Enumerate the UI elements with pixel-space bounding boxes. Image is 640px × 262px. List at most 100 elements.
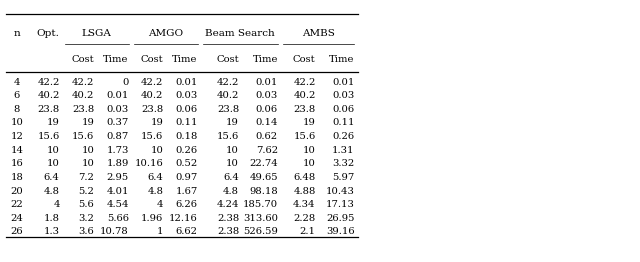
Text: 15.6: 15.6 [217,132,239,141]
Text: 1.89: 1.89 [106,159,129,168]
Text: 15.6: 15.6 [72,132,94,141]
Text: 4: 4 [13,78,20,87]
Text: 6.48: 6.48 [293,173,316,182]
Text: Opt.: Opt. [37,29,60,38]
Text: 1.73: 1.73 [106,146,129,155]
Text: 5.66: 5.66 [107,214,129,223]
Text: 2.38: 2.38 [217,227,239,236]
Text: 20: 20 [10,187,23,195]
Text: 24: 24 [10,214,23,223]
Text: 18: 18 [10,173,23,182]
Text: 0.26: 0.26 [175,146,198,155]
Text: 26.95: 26.95 [326,214,355,223]
Text: Time: Time [103,54,129,64]
Text: 10: 10 [47,146,60,155]
Text: 0.52: 0.52 [175,159,198,168]
Text: 23.8: 23.8 [38,105,60,114]
Text: 19: 19 [226,118,239,128]
Text: 10.43: 10.43 [326,187,355,195]
Text: 6: 6 [13,91,20,100]
Text: 0.06: 0.06 [256,105,278,114]
Text: Time: Time [172,54,198,64]
Text: 49.65: 49.65 [250,173,278,182]
Text: 10: 10 [303,146,316,155]
Text: 40.2: 40.2 [72,91,94,100]
Text: 1: 1 [157,227,163,236]
Text: 23.8: 23.8 [217,105,239,114]
Text: 15.6: 15.6 [141,132,163,141]
Text: 526.59: 526.59 [243,227,278,236]
Text: 19: 19 [303,118,316,128]
Text: 0: 0 [122,78,129,87]
Text: n: n [13,29,20,38]
Text: 4.54: 4.54 [106,200,129,209]
Text: 0.26: 0.26 [332,132,355,141]
Text: 10: 10 [303,159,316,168]
Text: 6.62: 6.62 [176,227,198,236]
Text: 19: 19 [47,118,60,128]
Text: 5.97: 5.97 [332,173,355,182]
Text: 3.2: 3.2 [78,214,94,223]
Text: 22: 22 [10,200,23,209]
Text: 23.8: 23.8 [141,105,163,114]
Text: 5.2: 5.2 [78,187,94,195]
Text: 98.18: 98.18 [249,187,278,195]
Text: 0.06: 0.06 [332,105,355,114]
Text: Cost: Cost [216,54,239,64]
Text: 1.3: 1.3 [44,227,60,236]
Text: 2.38: 2.38 [217,214,239,223]
Text: 3.6: 3.6 [79,227,94,236]
Text: 14: 14 [10,146,23,155]
Text: LSGA: LSGA [82,29,111,38]
Text: 0.37: 0.37 [106,118,129,128]
Text: 10.16: 10.16 [134,159,163,168]
Text: 0.03: 0.03 [332,91,355,100]
Text: 19: 19 [150,118,163,128]
Text: 10.78: 10.78 [100,227,129,236]
Text: 0.14: 0.14 [255,118,278,128]
Text: 5.6: 5.6 [79,200,94,209]
Text: 10: 10 [47,159,60,168]
Text: 42.2: 42.2 [217,78,239,87]
Text: 10: 10 [81,159,94,168]
Text: 0.01: 0.01 [106,91,129,100]
Text: 3.32: 3.32 [332,159,355,168]
Text: 12.16: 12.16 [169,214,198,223]
Text: 40.2: 40.2 [37,91,60,100]
Text: AMBS: AMBS [302,29,335,38]
Text: Cost: Cost [141,54,163,64]
Text: 4.01: 4.01 [106,187,129,195]
Text: 42.2: 42.2 [293,78,316,87]
Text: 10: 10 [226,159,239,168]
Text: 12: 12 [10,132,23,141]
Text: 2.95: 2.95 [106,173,129,182]
Text: 1.31: 1.31 [332,146,355,155]
Text: 39.16: 39.16 [326,227,355,236]
Text: 0.11: 0.11 [175,118,198,128]
Text: 42.2: 42.2 [72,78,94,87]
Text: 0.03: 0.03 [175,91,198,100]
Text: 4.8: 4.8 [223,187,239,195]
Text: Time: Time [329,54,355,64]
Text: 0.62: 0.62 [256,132,278,141]
Text: Cost: Cost [72,54,94,64]
Text: 0.97: 0.97 [175,173,198,182]
Text: 16: 16 [10,159,23,168]
Text: 1.67: 1.67 [175,187,198,195]
Text: 4: 4 [53,200,60,209]
Text: 15.6: 15.6 [38,132,60,141]
Text: 10: 10 [226,146,239,155]
Text: Cost: Cost [293,54,316,64]
Text: 0.03: 0.03 [256,91,278,100]
Text: 4.24: 4.24 [216,200,239,209]
Text: 4.88: 4.88 [293,187,316,195]
Text: 7.2: 7.2 [78,173,94,182]
Text: 4.8: 4.8 [44,187,60,195]
Text: 42.2: 42.2 [141,78,163,87]
Text: 23.8: 23.8 [293,105,316,114]
Text: 40.2: 40.2 [141,91,163,100]
Text: 0.11: 0.11 [332,118,355,128]
Text: 1.96: 1.96 [141,214,163,223]
Text: 26: 26 [10,227,23,236]
Text: 6.4: 6.4 [44,173,60,182]
